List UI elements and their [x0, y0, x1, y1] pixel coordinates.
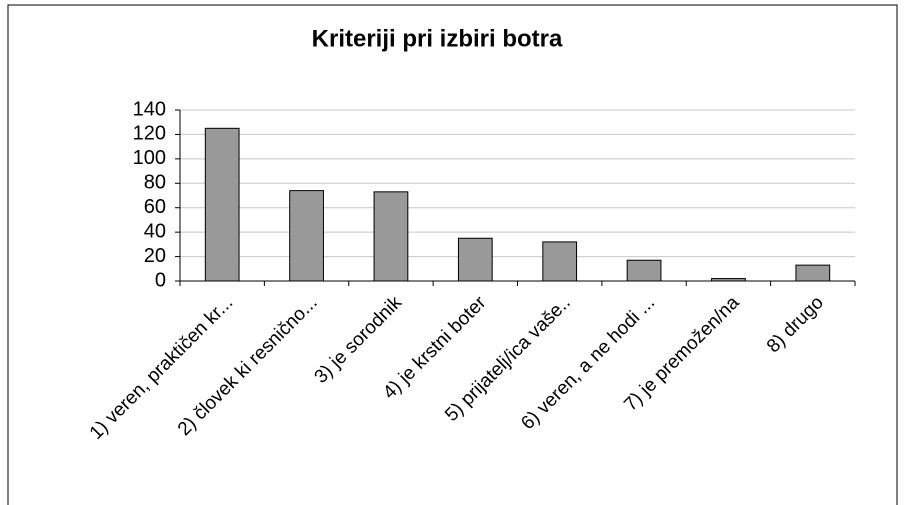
bar — [795, 264, 831, 282]
bar — [542, 241, 578, 282]
y-tick-label: 40 — [144, 220, 166, 242]
y-tick-label: 0 — [155, 269, 166, 291]
y-tick-label: 20 — [144, 245, 166, 267]
y-tick-label: 120 — [133, 123, 166, 145]
bar — [711, 278, 746, 282]
bar — [373, 191, 409, 282]
bar — [626, 259, 662, 282]
y-tick-label: 80 — [144, 172, 166, 194]
y-tick-label: 60 — [144, 196, 166, 218]
chart-frame — [7, 4, 898, 505]
bar — [289, 190, 324, 282]
bar — [204, 127, 240, 282]
chart-title: Kriteriji pri izbiri botra — [312, 25, 563, 52]
y-tick-label: 100 — [133, 147, 166, 169]
y-tick-label: 140 — [133, 98, 166, 120]
bar — [457, 237, 493, 282]
